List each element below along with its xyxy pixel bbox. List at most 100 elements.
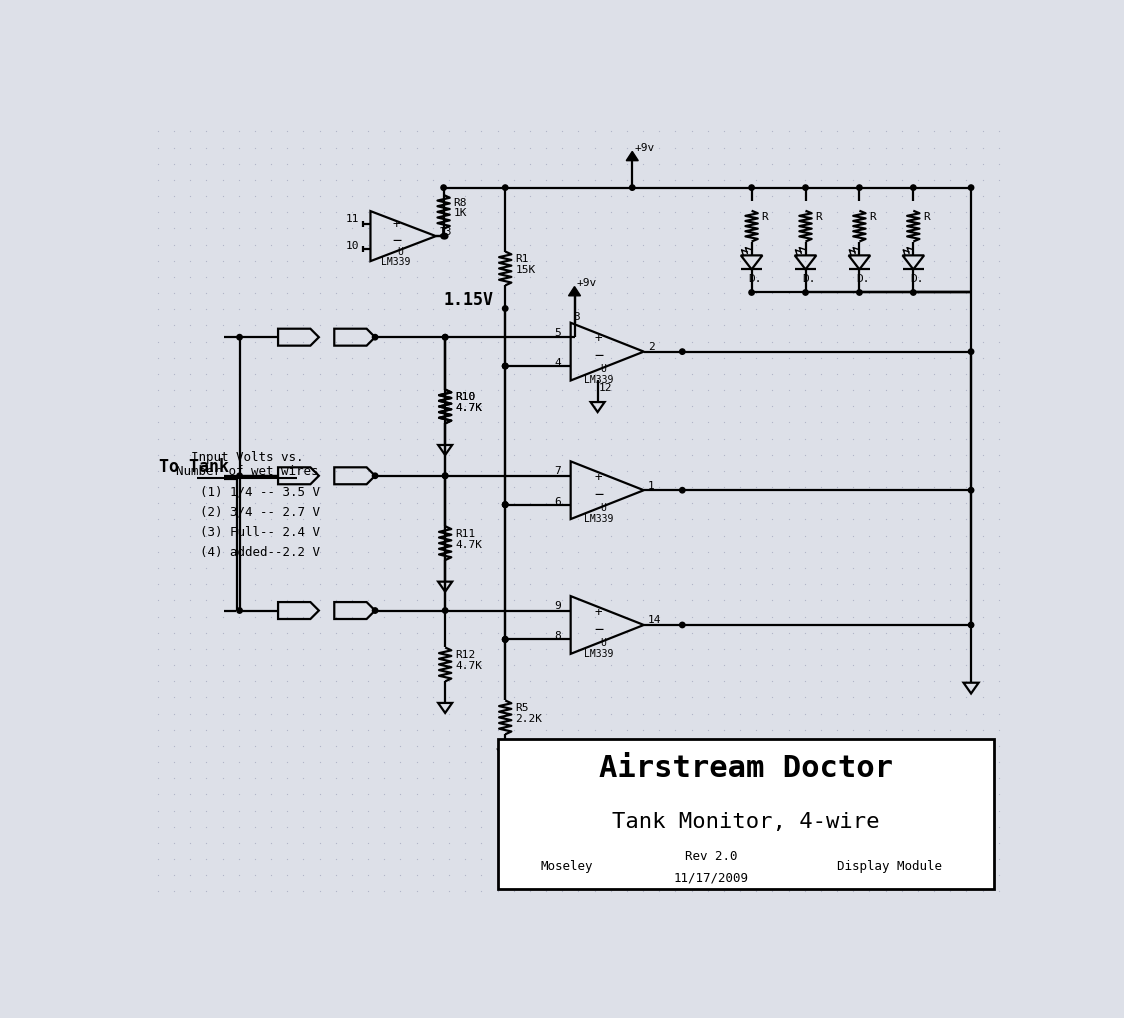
Text: −: − — [392, 233, 401, 248]
Text: R5: R5 — [515, 703, 528, 714]
Circle shape — [443, 335, 447, 340]
Text: 2.2K: 2.2K — [515, 714, 542, 724]
Text: 2: 2 — [647, 342, 654, 352]
Circle shape — [502, 363, 508, 369]
Circle shape — [803, 185, 808, 190]
Text: +: + — [595, 606, 602, 619]
Text: 11: 11 — [346, 214, 360, 224]
Circle shape — [372, 335, 378, 340]
Circle shape — [502, 636, 508, 642]
Circle shape — [441, 233, 446, 239]
Text: LM339: LM339 — [583, 376, 614, 386]
Circle shape — [237, 473, 243, 478]
Text: Number of wet wires: Number of wet wires — [176, 465, 318, 477]
Text: R: R — [762, 212, 769, 222]
Circle shape — [629, 185, 635, 190]
Polygon shape — [569, 286, 580, 296]
Text: 7: 7 — [554, 466, 561, 476]
Text: R1: R1 — [515, 254, 528, 265]
Text: 5: 5 — [554, 328, 561, 338]
Circle shape — [443, 608, 447, 613]
Text: R8: R8 — [454, 197, 468, 208]
Text: (4) added--2.2 V: (4) added--2.2 V — [200, 546, 319, 559]
Text: (2) 3/4 -- 2.7 V: (2) 3/4 -- 2.7 V — [200, 506, 319, 518]
Text: 1K: 1K — [454, 209, 468, 219]
Text: D.: D. — [803, 274, 816, 284]
Text: 15K: 15K — [515, 265, 535, 275]
Circle shape — [502, 636, 508, 642]
Text: −: − — [593, 348, 602, 363]
Text: +: + — [595, 333, 602, 345]
Circle shape — [969, 622, 973, 628]
Circle shape — [443, 473, 447, 478]
Circle shape — [443, 473, 447, 478]
Text: +9v: +9v — [577, 278, 597, 288]
Text: Input Volts vs.: Input Volts vs. — [191, 451, 303, 464]
Text: U: U — [600, 364, 607, 375]
Text: D.: D. — [856, 274, 870, 284]
Circle shape — [237, 608, 243, 613]
Text: 4.7K: 4.7K — [455, 403, 482, 413]
Circle shape — [856, 290, 862, 295]
Text: 1.15V: 1.15V — [444, 291, 493, 308]
Text: Airstream Doctor: Airstream Doctor — [599, 754, 892, 784]
Text: (1) 1/4 -- 3.5 V: (1) 1/4 -- 3.5 V — [200, 486, 319, 499]
Text: Display Module: Display Module — [837, 860, 942, 873]
Circle shape — [680, 622, 685, 628]
Text: LM339: LM339 — [583, 648, 614, 659]
Circle shape — [856, 185, 862, 190]
Text: 13: 13 — [439, 227, 453, 236]
Circle shape — [502, 502, 508, 507]
Circle shape — [502, 363, 508, 369]
Circle shape — [372, 473, 378, 478]
Text: Moseley: Moseley — [541, 860, 593, 873]
Text: R10: R10 — [455, 392, 475, 402]
Text: U: U — [600, 503, 607, 513]
Text: R: R — [923, 212, 930, 222]
Circle shape — [680, 488, 685, 493]
Text: −: − — [593, 622, 602, 636]
Text: 8: 8 — [554, 631, 561, 641]
Text: Rev 2.0: Rev 2.0 — [685, 850, 737, 863]
Text: LM339: LM339 — [583, 514, 614, 524]
Text: LM339: LM339 — [381, 258, 410, 267]
Text: 3: 3 — [573, 313, 580, 323]
Text: −: − — [593, 487, 602, 502]
Circle shape — [237, 335, 243, 340]
Text: Tank Monitor, 4-wire: Tank Monitor, 4-wire — [613, 811, 880, 832]
Circle shape — [969, 488, 973, 493]
Circle shape — [502, 502, 508, 507]
Text: R10: R10 — [455, 392, 475, 402]
Text: 4: 4 — [554, 358, 561, 369]
Circle shape — [680, 349, 685, 354]
Circle shape — [443, 233, 447, 239]
Circle shape — [502, 305, 508, 312]
Circle shape — [749, 185, 754, 190]
Circle shape — [441, 185, 446, 190]
FancyBboxPatch shape — [498, 739, 994, 889]
Text: U: U — [600, 637, 607, 647]
Text: 4.7K: 4.7K — [455, 661, 482, 671]
Text: 10: 10 — [346, 240, 360, 250]
Text: 9: 9 — [554, 601, 561, 611]
Circle shape — [910, 185, 916, 190]
Circle shape — [749, 290, 754, 295]
Text: R: R — [870, 212, 877, 222]
Text: +9v: +9v — [635, 143, 655, 153]
Circle shape — [502, 502, 508, 507]
Circle shape — [969, 185, 973, 190]
Circle shape — [803, 290, 808, 295]
Text: D.: D. — [910, 274, 924, 284]
Text: +: + — [393, 218, 400, 231]
Text: 4.7K: 4.7K — [455, 540, 482, 550]
Circle shape — [969, 349, 973, 354]
Text: U: U — [398, 247, 404, 258]
Text: 11/17/2009: 11/17/2009 — [673, 871, 749, 885]
Text: 12: 12 — [598, 383, 611, 393]
Circle shape — [502, 636, 508, 642]
Circle shape — [443, 335, 447, 340]
Text: +: + — [595, 471, 602, 484]
Text: 6: 6 — [554, 497, 561, 507]
Circle shape — [910, 290, 916, 295]
Text: R: R — [816, 212, 823, 222]
